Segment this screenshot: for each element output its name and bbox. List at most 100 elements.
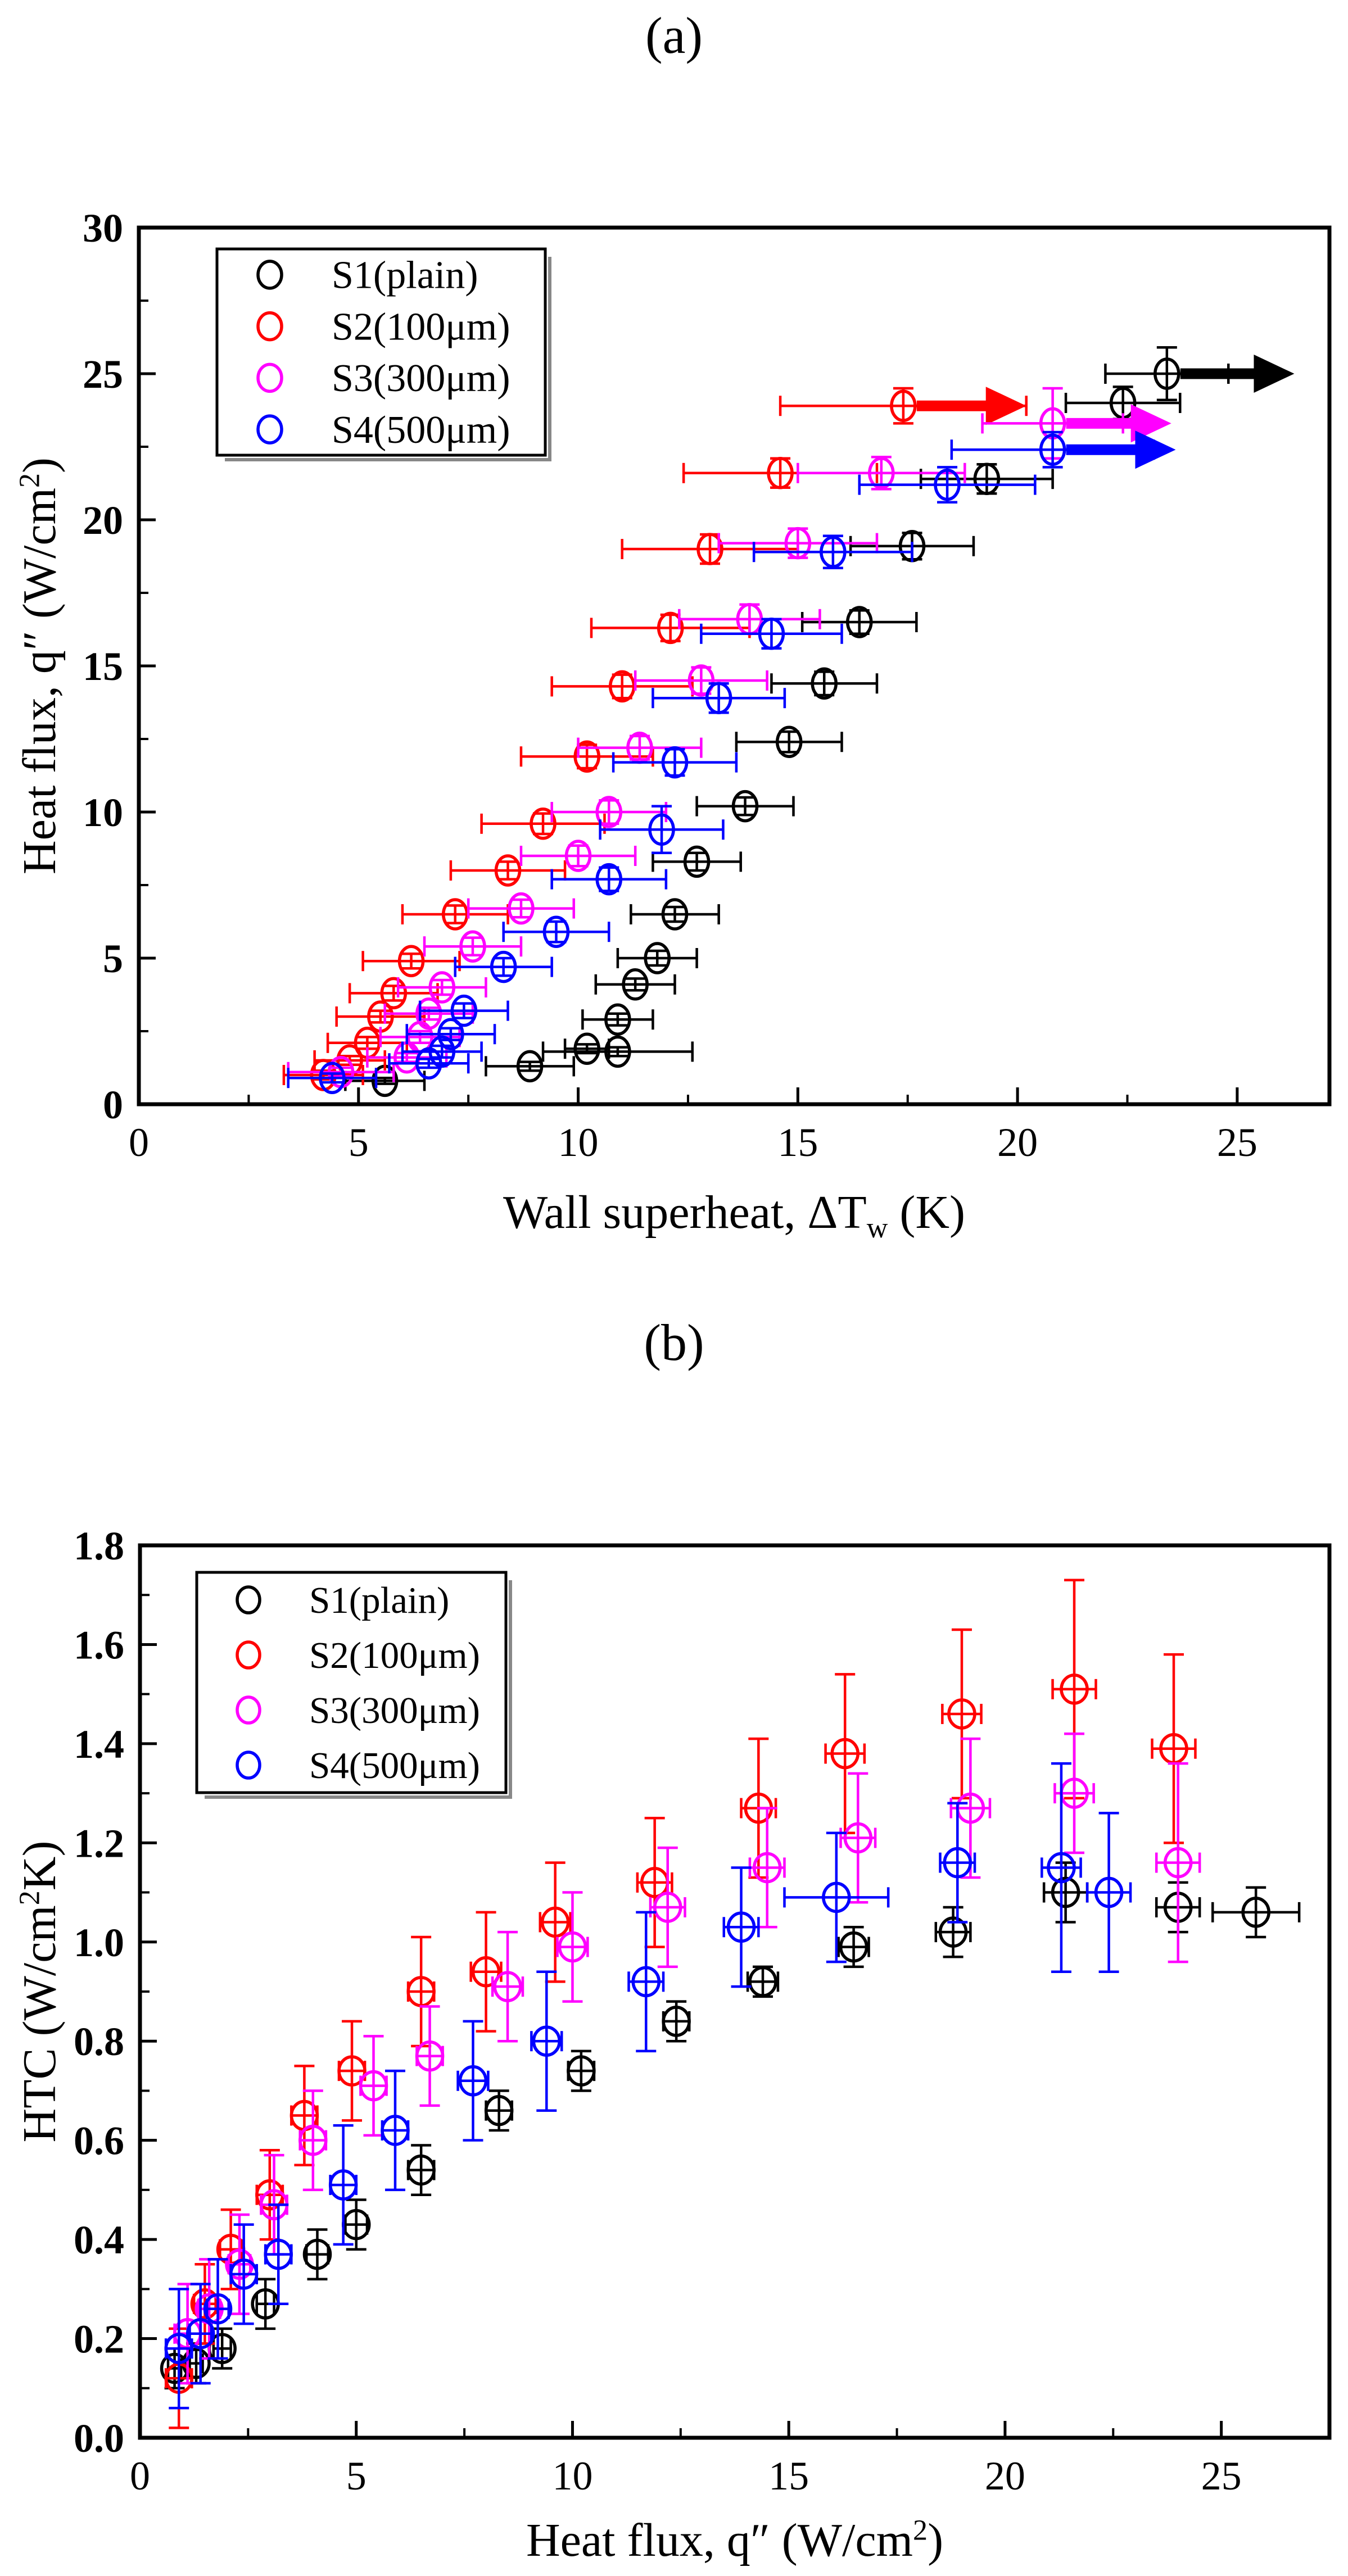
legend-marker-S1-icon — [256, 260, 283, 290]
legend-shadow — [225, 257, 551, 461]
error-bars-S1 — [344, 1071, 426, 1091]
legend-item-S4: S4(500μm) — [256, 409, 510, 452]
error-bars-S3 — [550, 799, 668, 826]
data-point-S4 — [595, 863, 623, 896]
data-point-S3 — [415, 997, 442, 1030]
error-bars-S1 — [581, 1009, 654, 1030]
chf-arrow-S4-icon — [1066, 430, 1176, 469]
data-point-S4 — [381, 2115, 410, 2146]
legend-item-S2: S2(100μm) — [236, 1635, 480, 1676]
data-point-S2 — [573, 740, 600, 773]
legend-label-S2: S2(100μm) — [332, 305, 510, 348]
y-axis-tick-label: 0 — [103, 1082, 123, 1127]
data-point-S3 — [687, 664, 715, 697]
y-axis-tick-label: 1.0 — [74, 1920, 124, 1965]
data-point-S4 — [1047, 1852, 1076, 1884]
data-point-S3 — [1163, 1847, 1193, 1879]
data-point-S1 — [938, 1916, 968, 1948]
legend-item-S1: S1(plain) — [256, 254, 478, 297]
data-point-S1 — [573, 1032, 600, 1065]
data-point-S4 — [203, 2293, 233, 2325]
y-axis-tick-label: 30 — [83, 206, 123, 251]
data-point-S4 — [705, 682, 732, 714]
legend-label-S3: S3(300μm) — [332, 357, 510, 400]
data-point-S4 — [229, 2258, 259, 2290]
plot-b-y-axis-label: HTC (W/cm2K) — [13, 1841, 66, 2143]
legend-marker-S2-icon — [256, 311, 283, 342]
plot-a-series-S4 — [287, 430, 1176, 1094]
y-axis-tick-label: 1.6 — [74, 1622, 124, 1667]
data-point-S3 — [784, 527, 812, 560]
data-point-S4 — [532, 2025, 562, 2057]
data-point-S1 — [973, 462, 1001, 495]
plot-b-legend: S1(plain) S2(100μm) S3(300μm) S4(500μm) — [195, 1571, 512, 1799]
data-point-S4 — [1094, 1876, 1124, 1908]
data-point-S2 — [380, 977, 408, 1010]
data-point-S3 — [415, 2040, 445, 2072]
data-point-S4 — [820, 536, 847, 568]
error-bars-S1 — [770, 670, 879, 697]
legend-label-S1: S1(plain) — [332, 254, 478, 297]
legend-item-S3: S3(300μm) — [236, 1690, 480, 1731]
plot-b-series-S1 — [160, 1861, 1301, 2390]
error-bars-S3 — [949, 1737, 992, 1879]
x-axis-tick-label: 0 — [129, 1120, 149, 1165]
data-point-S3 — [653, 1892, 682, 1923]
error-bars-S2 — [401, 904, 509, 924]
data-point-S4 — [186, 2318, 215, 2350]
data-point-S4 — [758, 618, 785, 650]
error-bars-S4 — [329, 2124, 358, 2246]
error-bars-S3 — [396, 977, 487, 997]
x-axis-tick-label: 10 — [558, 1120, 599, 1165]
error-bars-S1 — [541, 1041, 694, 1062]
data-point-S4 — [450, 994, 478, 1027]
data-point-S1 — [604, 1003, 631, 1036]
data-point-S3 — [868, 457, 895, 489]
error-bars-S1 — [563, 1038, 610, 1059]
data-point-S4 — [661, 746, 689, 779]
data-point-S4 — [319, 1062, 346, 1094]
data-point-S1 — [484, 2094, 514, 2126]
data-point-S1 — [604, 1035, 631, 1068]
data-point-S3 — [558, 1931, 587, 1963]
data-point-S4 — [415, 1047, 442, 1080]
error-bars-S1 — [735, 730, 843, 754]
error-bars-S3 — [491, 1930, 524, 2043]
data-point-S2 — [696, 533, 723, 565]
data-point-S4 — [934, 468, 961, 501]
data-point-S2 — [397, 945, 425, 977]
data-point-S2 — [336, 1044, 363, 1077]
legend-item-S4: S4(500μm) — [236, 1745, 480, 1786]
data-point-S1 — [748, 1966, 777, 1998]
y-axis-tick-label: 1.4 — [74, 1722, 124, 1767]
data-point-S4 — [631, 1966, 661, 1998]
data-point-S1 — [662, 2006, 691, 2037]
legend-label-S2: S2(100μm) — [309, 1635, 480, 1676]
data-point-S2 — [1060, 1674, 1089, 1705]
x-axis-tick-label: 5 — [349, 1120, 369, 1165]
data-point-S1 — [644, 942, 671, 974]
error-bars-S1 — [344, 2198, 369, 2251]
data-point-S2 — [471, 1956, 501, 1988]
data-point-S4 — [164, 2333, 194, 2364]
error-bars-S3 — [556, 1891, 589, 2003]
plot-a-x-axis-label: Wall superheat, ΔTw (K) — [503, 1186, 965, 1244]
data-point-S4 — [1039, 433, 1066, 466]
error-bars-S2 — [449, 860, 567, 881]
legend-label-S4: S4(500μm) — [332, 409, 510, 452]
error-bars-S2 — [1151, 1653, 1197, 1844]
y-axis-tick-label: 1.2 — [74, 1821, 124, 1866]
data-point-S4 — [328, 2169, 358, 2201]
error-bars-S1 — [919, 462, 1054, 495]
error-bars-S1 — [695, 796, 795, 817]
error-bars-S4 — [405, 1024, 496, 1045]
error-bars-S1 — [305, 2228, 329, 2280]
error-bars-S4 — [454, 956, 553, 977]
plot-a-y-axis-label: Heat flux, q″ (W/cm2) — [13, 457, 66, 874]
data-point-S4 — [542, 915, 570, 948]
data-point-S2 — [947, 1698, 976, 1730]
data-point-S4 — [490, 950, 517, 983]
error-bars-S2 — [539, 1861, 572, 1983]
data-point-S1 — [775, 725, 803, 758]
